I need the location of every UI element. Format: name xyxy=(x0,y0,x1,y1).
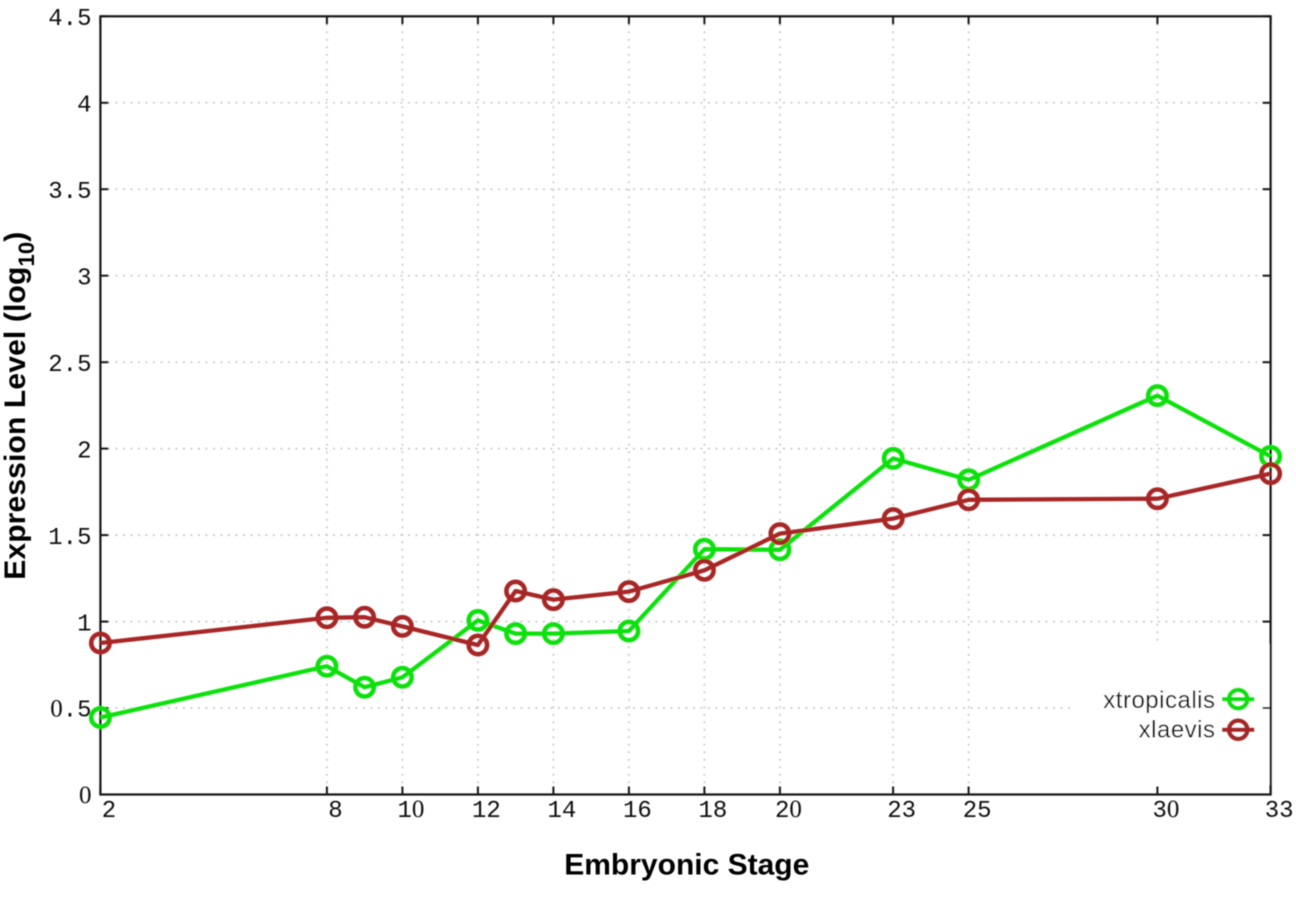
svg-text:33: 33 xyxy=(1265,798,1294,825)
svg-text:xlaevis: xlaevis xyxy=(1139,716,1216,743)
svg-text:1.5: 1.5 xyxy=(48,525,91,552)
svg-text:10: 10 xyxy=(397,796,424,825)
svg-text:23: 23 xyxy=(887,798,916,825)
svg-text:4: 4 xyxy=(77,93,91,120)
svg-text:4.5: 4.5 xyxy=(48,6,91,33)
svg-text:16: 16 xyxy=(623,798,652,825)
svg-text:25: 25 xyxy=(963,798,992,825)
svg-text:xtropicalis: xtropicalis xyxy=(1103,687,1215,714)
svg-text:0.5: 0.5 xyxy=(50,696,91,725)
svg-text:2: 2 xyxy=(77,438,91,465)
svg-text:18: 18 xyxy=(698,798,727,825)
svg-text:0: 0 xyxy=(79,782,92,809)
svg-text:3.5: 3.5 xyxy=(48,179,91,206)
svg-text:8: 8 xyxy=(328,798,342,825)
svg-text:2.5: 2.5 xyxy=(48,352,91,379)
svg-text:14: 14 xyxy=(547,798,576,825)
svg-text:3: 3 xyxy=(77,265,91,292)
svg-text:2: 2 xyxy=(102,798,116,825)
svg-text:Embryonic Stage: Embryonic Stage xyxy=(564,849,809,882)
svg-text:20: 20 xyxy=(775,796,802,825)
svg-text:1: 1 xyxy=(77,611,91,638)
svg-text:12: 12 xyxy=(472,798,501,825)
svg-text:30: 30 xyxy=(1152,796,1179,825)
